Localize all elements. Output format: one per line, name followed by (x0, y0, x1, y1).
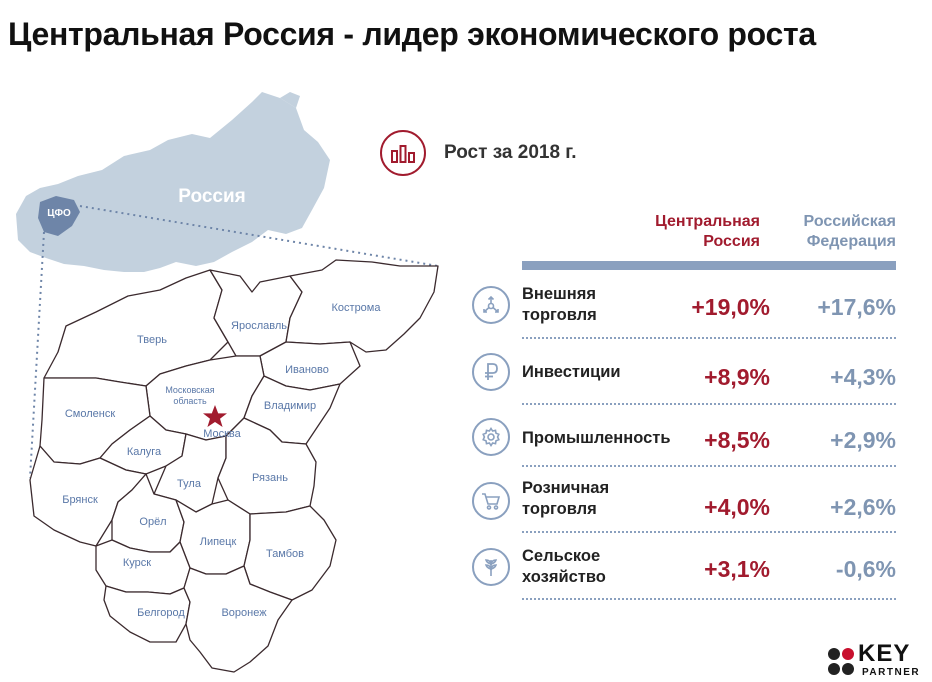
label-ivanovo: Иваново (285, 364, 329, 376)
cfo-map (29, 259, 439, 673)
region-ryazan[interactable] (217, 417, 317, 515)
logo-dots-icon (828, 648, 854, 675)
header-bar (522, 261, 896, 270)
value-cfo: +19,0% (691, 294, 770, 320)
label-smolensk: Смоленск (65, 408, 115, 420)
cfo-region[interactable] (38, 196, 80, 236)
gear-icon (472, 418, 510, 456)
label-kursk: Курск (123, 557, 151, 569)
key-partner-logo: KEY PARTNER (826, 640, 926, 680)
label-vladimir: Владимир (264, 400, 316, 412)
row-divider (522, 598, 896, 600)
row-divider (522, 531, 896, 533)
value-rf: +2,9% (830, 427, 896, 453)
row-divider (522, 337, 896, 339)
row-label: Розничная торговля (522, 479, 610, 518)
table-row: Инвестиции +8,9% +4,3% (470, 344, 896, 405)
label-moscow-oblast-1: Московская (165, 385, 214, 395)
capital-star-icon (203, 405, 227, 427)
value-rf: +17,6% (817, 294, 896, 320)
label-voronezh: Воронеж (221, 607, 267, 619)
table-row: Сельское хозяйство +3,1% -0,6% (470, 542, 896, 602)
label-moscow: Москва (203, 428, 241, 440)
russia-silhouette (16, 92, 330, 272)
row-divider (522, 465, 896, 467)
table-row: Розничная торговля +4,0% +2,6% (470, 474, 896, 534)
value-cfo: +3,1% (704, 556, 770, 582)
value-cfo: +8,5% (704, 427, 770, 453)
wheat-icon (472, 548, 510, 586)
region-voronezh[interactable] (183, 565, 293, 673)
connector-line-right (79, 205, 439, 267)
label-tambov: Тамбов (266, 548, 304, 560)
logo-sub: PARTNER (862, 667, 921, 678)
russia-label: Россия (178, 186, 245, 207)
label-kostroma: Кострома (332, 302, 382, 314)
label-kaluga: Калуга (127, 446, 162, 458)
growth-heading: Рост за 2018 г. (444, 142, 577, 163)
trade-arrows-icon (472, 286, 510, 324)
value-cfo: +8,9% (704, 364, 770, 390)
row-divider (522, 403, 896, 405)
label-lipetsk: Липецк (200, 536, 237, 548)
table-row: Промышленность +8,5% +2,9% (470, 408, 896, 468)
label-tula: Тула (177, 478, 202, 490)
column-header-cfo: Центральная Россия (655, 213, 760, 250)
value-rf: -0,6% (835, 556, 896, 582)
shopping-cart-icon (472, 482, 510, 520)
logo-word: KEY (858, 640, 911, 667)
regions-map: ЦФО Россия Тверь Ярославль Кострома Иван… (16, 92, 439, 673)
row-label: Сельское хозяйство (522, 547, 606, 586)
label-tver: Тверь (137, 334, 167, 346)
region-kostroma[interactable] (285, 259, 439, 353)
label-yaroslavl: Ярославль (231, 320, 287, 332)
label-oryol: Орёл (139, 516, 166, 528)
label-belgorod: Белгород (137, 607, 185, 619)
label-bryansk: Брянск (62, 494, 98, 506)
row-label: Внешняя торговля (522, 285, 597, 324)
table-row: Внешняя торговля +19,0% +17,6% (470, 276, 896, 339)
bar-chart-icon (380, 130, 426, 176)
column-header-rf: Российская Федерация (803, 213, 896, 250)
row-label: Промышленность (522, 429, 671, 447)
region-labels: Тверь Ярославль Кострома Иваново Московс… (62, 302, 381, 619)
label-ryazan: Рязань (252, 472, 288, 484)
connector-line-left (29, 231, 45, 479)
cfo-label: ЦФО (47, 208, 71, 219)
value-rf: +2,6% (830, 494, 896, 520)
value-rf: +4,3% (830, 364, 896, 390)
label-moscow-oblast-2: область (173, 396, 207, 406)
russia-peak (280, 92, 300, 108)
page-title: Центральная Россия - лидер экономическог… (8, 16, 816, 52)
row-label: Инвестиции (522, 363, 621, 381)
ruble-icon (472, 353, 510, 391)
value-cfo: +4,0% (704, 494, 770, 520)
